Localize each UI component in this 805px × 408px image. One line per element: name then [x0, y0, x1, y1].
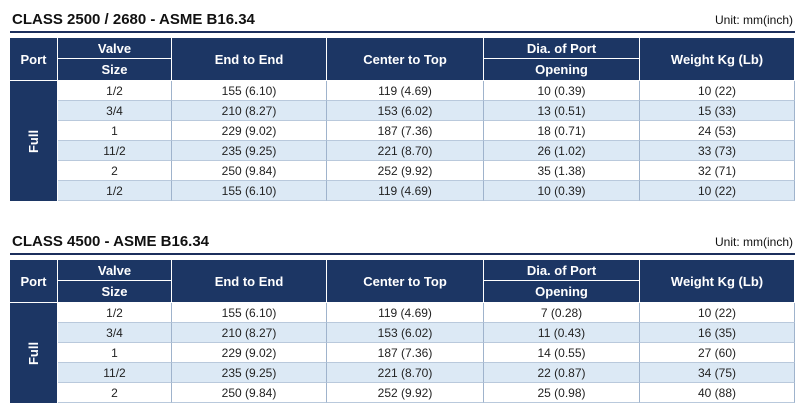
- header-cell: Dia. of Port: [484, 38, 640, 59]
- table-cell: 11 (0.43): [484, 323, 640, 343]
- header-cell: Weight Kg (Lb): [640, 260, 795, 302]
- header-cell: Weight Kg (Lb): [640, 38, 795, 80]
- header-cell: Size: [58, 59, 172, 80]
- title-rule: [10, 31, 795, 33]
- port-label: Full: [25, 129, 41, 153]
- table-cell: 1/2: [58, 303, 172, 323]
- table-cell: 221 (8.70): [327, 363, 484, 383]
- table-cell: 11/2: [58, 363, 172, 383]
- table-cell: 252 (9.92): [327, 161, 484, 181]
- table-cell: 26 (1.02): [484, 141, 640, 161]
- table-cell: 14 (0.55): [484, 343, 640, 363]
- table-cell: 3/4: [58, 323, 172, 343]
- table-cell: 10 (0.39): [484, 81, 640, 101]
- unit-label: Unit: mm(inch): [714, 235, 793, 249]
- table-cell: 119 (4.69): [327, 81, 484, 101]
- header-cell: Valve: [58, 38, 172, 59]
- port-label: Full: [25, 341, 41, 365]
- table-cell: 25 (0.98): [484, 383, 640, 403]
- table-cell: 119 (4.69): [327, 181, 484, 201]
- header-cell: Valve: [58, 260, 172, 281]
- header-cell: Center to Top: [327, 260, 484, 302]
- unit-label: Unit: mm(inch): [714, 13, 793, 27]
- header-cell: Size: [58, 281, 172, 302]
- title-rule: [10, 253, 795, 255]
- table-cell: 10 (22): [640, 181, 795, 201]
- table-cell: 10 (0.39): [484, 181, 640, 201]
- table-cell: 13 (0.51): [484, 101, 640, 121]
- table-cell: 187 (7.36): [327, 121, 484, 141]
- table-cell: 22 (0.87): [484, 363, 640, 383]
- port-cell: Full: [10, 303, 58, 403]
- header-cell: Center to Top: [327, 38, 484, 80]
- table-cell: 16 (35): [640, 323, 795, 343]
- table-cell: 32 (71): [640, 161, 795, 181]
- header-cell: End to End: [172, 260, 327, 302]
- table-cell: 7 (0.28): [484, 303, 640, 323]
- table-cell: 2: [58, 383, 172, 403]
- table-cell: 10 (22): [640, 81, 795, 101]
- table-cell: 40 (88): [640, 383, 795, 403]
- header-cell: Port: [10, 260, 58, 302]
- table-cell: 221 (8.70): [327, 141, 484, 161]
- table-cell: 229 (9.02): [172, 343, 327, 363]
- table-cell: 24 (53): [640, 121, 795, 141]
- table-cell: 250 (9.84): [172, 161, 327, 181]
- table-title: CLASS 4500 - ASME B16.34: [12, 232, 210, 250]
- table-cell: 2: [58, 161, 172, 181]
- header-cell: Opening: [484, 281, 640, 302]
- header-cell: End to End: [172, 38, 327, 80]
- table-cell: 252 (9.92): [327, 383, 484, 403]
- table-cell: 15 (33): [640, 101, 795, 121]
- port-cell: Full: [10, 81, 58, 201]
- table-cell: 153 (6.02): [327, 323, 484, 343]
- table-cell: 210 (8.27): [172, 323, 327, 343]
- table-cell: 119 (4.69): [327, 303, 484, 323]
- table-cell: 155 (6.10): [172, 81, 327, 101]
- table-cell: 10 (22): [640, 303, 795, 323]
- header-cell: Opening: [484, 59, 640, 80]
- table-cell: 34 (75): [640, 363, 795, 383]
- table-cell: 1: [58, 121, 172, 141]
- table-cell: 3/4: [58, 101, 172, 121]
- table-title: CLASS 2500 / 2680 - ASME B16.34: [12, 10, 255, 28]
- table-cell: 155 (6.10): [172, 303, 327, 323]
- table-cell: 35 (1.38): [484, 161, 640, 181]
- table-cell: 11/2: [58, 141, 172, 161]
- table-cell: 235 (9.25): [172, 141, 327, 161]
- table-cell: 1/2: [58, 181, 172, 201]
- table-cell: 33 (73): [640, 141, 795, 161]
- table-cell: 1: [58, 343, 172, 363]
- header-cell: Dia. of Port: [484, 260, 640, 281]
- header-cell: Port: [10, 38, 58, 80]
- table-cell: 250 (9.84): [172, 383, 327, 403]
- table-cell: 27 (60): [640, 343, 795, 363]
- table-cell: 155 (6.10): [172, 181, 327, 201]
- table-cell: 229 (9.02): [172, 121, 327, 141]
- table-cell: 187 (7.36): [327, 343, 484, 363]
- table-cell: 153 (6.02): [327, 101, 484, 121]
- table-cell: 235 (9.25): [172, 363, 327, 383]
- table-cell: 18 (0.71): [484, 121, 640, 141]
- table-cell: 210 (8.27): [172, 101, 327, 121]
- table-cell: 1/2: [58, 81, 172, 101]
